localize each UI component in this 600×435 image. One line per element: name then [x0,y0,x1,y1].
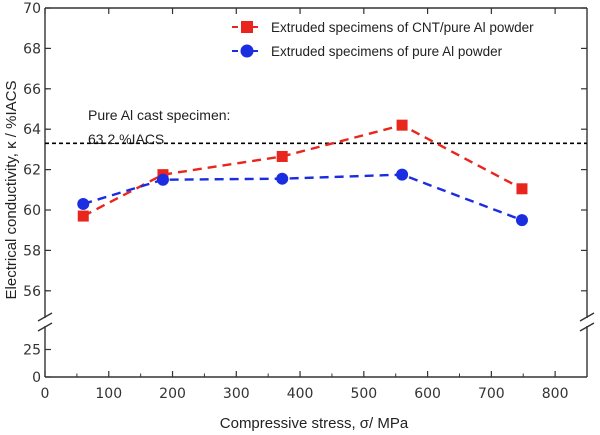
x-tick-label: 800 [542,386,569,402]
data-group [45,119,587,227]
legend-marker-pure [240,44,254,58]
x-tick-label: 200 [159,386,186,402]
y-axis-title: Electrical conductivity, κ / %IACS [3,81,20,300]
x-tick-label: 500 [350,386,377,402]
x-tick-label: 100 [95,386,122,402]
x-axis-title: Compressive stress, σ/ MPa [220,415,409,432]
y-tick-label: 62 [23,163,41,179]
legend-label-pure: Extruded specimens of pure Al powder [271,44,503,59]
axis-break-right-a [579,312,595,322]
data-point-cnt [77,210,89,222]
tick-group: 0 100 200 300 400 500 600 700 800565860626466687… [23,1,587,402]
data-point-pure [77,197,90,210]
data-point-pure [515,214,528,227]
x-tick-label: 300 [223,386,250,402]
y-tick-label: 64 [23,122,41,138]
y-tick-label: 68 [23,41,41,57]
reference-label-line2: 63.2 %IACS [88,131,164,147]
x-tick-label: 600 [414,386,441,402]
reference-label-line1: Pure Al cast specimen: [88,107,230,123]
data-point-pure [396,168,409,181]
legend-marker-cnt [241,21,253,33]
y-tick-label: 56 [23,284,41,300]
y-tick-label: 60 [23,203,41,219]
x-tick-label: 700 [478,386,505,402]
x-tick-label: 400 [287,386,314,402]
data-point-cnt [396,119,408,131]
axis-break-left-b [37,322,53,332]
data-point-pure [156,173,169,186]
plot-frame-group [37,7,595,378]
y-tick-label-lower: 25 [23,343,41,359]
data-point-cnt [516,183,528,195]
y-tick-label: 66 [23,82,41,98]
axis-break-left-a [37,312,53,322]
legend: Extruded specimens of CNT/pure Al powder… [232,20,534,59]
data-point-pure [276,172,289,185]
x-tick-label: 0 [41,386,50,402]
axis-break-right-b [579,322,595,332]
legend-label-cnt: Extruded specimens of CNT/pure Al powder [271,20,534,35]
y-tick-label: 58 [23,243,41,259]
series-line-1 [82,173,523,222]
y-tick-label-lower: 0 [32,370,41,386]
y-tick-label: 70 [23,1,41,17]
data-point-cnt [276,150,288,162]
